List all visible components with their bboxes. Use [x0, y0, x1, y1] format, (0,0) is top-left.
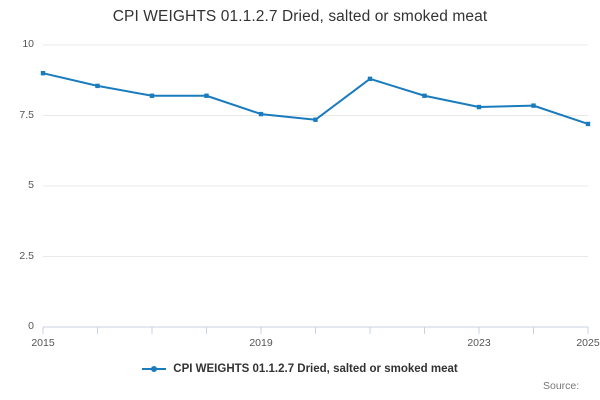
x-axis-tick-label: 2015 — [31, 337, 55, 349]
legend-line-marker-icon — [142, 363, 167, 375]
y-axis-tick-label: 2.5 — [19, 249, 34, 262]
source-note: Source: — [543, 380, 580, 392]
data-point-marker — [40, 71, 46, 76]
series-line — [42, 72, 589, 125]
chart-legend: CPI WEIGHTS 01.1.2.7 Dried, salted or sm… — [0, 363, 600, 375]
y-axis-tick-label: 5 — [28, 179, 34, 191]
data-point-marker — [313, 117, 318, 122]
data-point-marker — [149, 93, 155, 98]
y-axis-tick-label: 0 — [28, 320, 34, 332]
legend-item-label: CPI WEIGHTS 01.1.2.7 Dried, salted or sm… — [173, 363, 458, 375]
data-point-marker — [258, 111, 264, 117]
data-point-marker — [367, 76, 373, 82]
x-axis-tick-label: 2019 — [249, 337, 273, 349]
data-point-marker — [476, 104, 482, 110]
data-point-marker — [531, 103, 536, 108]
x-axis-tick-label: 2025 — [576, 337, 600, 349]
data-point-marker — [204, 93, 209, 98]
y-axis-tick-label: 7.5 — [19, 108, 34, 121]
data-point-marker — [422, 93, 427, 98]
data-point-marker — [585, 121, 591, 127]
data-point-marker — [95, 83, 100, 89]
y-axis-tick-label: 10 — [22, 38, 34, 50]
x-axis-tick-label: 2023 — [467, 337, 491, 349]
chart-title: CPI WEIGHTS 01.1.2.7 Dried, salted or sm… — [112, 8, 488, 25]
